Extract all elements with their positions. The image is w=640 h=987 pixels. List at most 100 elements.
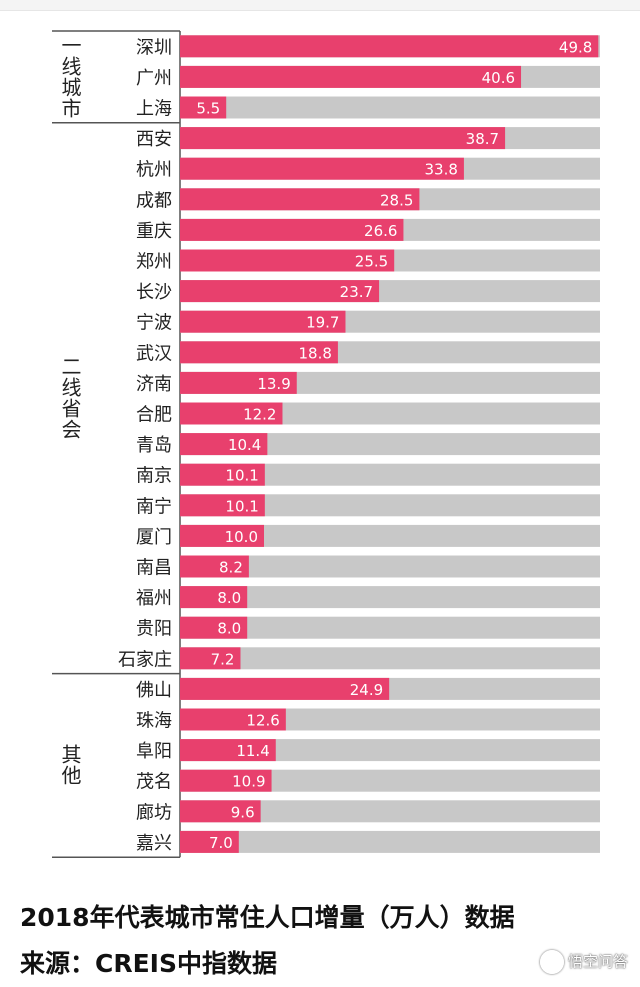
bar-track [180,800,600,823]
bar [180,494,265,517]
category-label: 广州 [136,68,172,89]
bar-value-label: 33.8 [425,161,458,179]
bar-value-label: 13.9 [257,375,290,393]
chart-caption-title: 2018年代表城市常住人口增量（万人）数据 [20,903,515,932]
bar [180,65,522,88]
bar-chart: 49.8 深圳 40.6 广州 5.5 上海 38.7 西安 33.8 杭州 28.5 成都 26.6 重… [52,30,600,858]
bar-value-label: 25.5 [355,253,388,271]
bar [180,280,380,303]
bar-track [180,555,600,578]
category-label: 南京 [136,466,172,487]
bar-value-label: 7.2 [211,650,235,668]
bar-value-label: 40.6 [482,69,515,87]
bar [180,96,227,119]
bar-value-label: 10.9 [232,773,265,791]
bar [180,371,297,394]
bar-value-label: 7.0 [209,834,233,852]
category-label: 福州 [136,588,172,609]
bar [180,647,241,670]
bar-track [180,647,600,670]
bar [180,830,239,853]
bar-value-label: 5.5 [196,100,220,118]
category-label: 杭州 [136,160,172,181]
group-label: 一线城市 [58,34,82,119]
category-label: 济南 [136,374,172,395]
bar-track [180,739,600,762]
status-strip [0,0,640,11]
bar-value-label: 11.4 [236,742,269,760]
category-label: 西安 [136,129,172,150]
watermark-logo-icon [539,950,564,974]
bar-track [180,616,600,639]
category-label: 珠海 [136,711,172,732]
bar [180,463,265,486]
bar [180,249,395,272]
bar-value-label: 38.7 [466,130,499,148]
bar-value-label: 24.9 [350,681,383,699]
category-label: 南宁 [136,496,172,517]
bar-value-label: 10.4 [228,436,261,454]
category-label: 阜阳 [136,741,172,762]
bar-track [180,433,600,456]
bar-value-label: 12.6 [246,712,279,730]
bar-track [180,830,600,853]
bar-value-label: 26.6 [364,222,397,240]
bar [180,127,506,150]
category-label: 廊坊 [136,802,172,823]
bar-value-label: 23.7 [340,283,373,301]
bar-value-label: 8.0 [217,589,241,607]
bar [180,402,283,425]
watermark-text: 悟空问答 [567,952,628,971]
bar-value-label: 9.6 [231,803,255,821]
bar [180,310,346,333]
bar-track [180,402,600,425]
bar-value-label: 10.1 [225,497,258,515]
category-label: 郑州 [136,252,172,273]
category-label: 深圳 [136,37,172,58]
bar-value-label: 28.5 [380,191,413,209]
bar [180,708,286,731]
bar-track [180,586,600,609]
category-label: 石家庄 [118,649,172,670]
bar [180,800,261,823]
bar [180,555,249,578]
bar [180,35,599,58]
bar-track [180,494,600,517]
bar-value-label: 10.0 [225,528,258,546]
group-label: 其他 [58,744,82,787]
bar [180,157,464,180]
bar-value-label: 49.8 [559,38,592,56]
bar [180,433,268,456]
bar-value-label: 18.8 [299,344,332,362]
category-label: 合肥 [136,405,172,426]
bar-value-label: 8.0 [217,620,241,638]
bar [180,586,248,609]
bar-value-label: 19.7 [306,314,339,332]
group-label: 二线省会 [58,356,82,441]
category-label: 厦门 [136,527,172,548]
bar [180,739,276,762]
bar-value-label: 10.1 [225,467,258,485]
bar [180,616,248,639]
bar [180,524,264,547]
bar [180,769,272,792]
chart-caption-source: 来源：CREIS中指数据 [20,949,277,978]
bar-track [180,463,600,486]
category-label: 上海 [136,99,172,120]
bar-value-label: 12.2 [243,406,276,424]
category-label: 宁波 [136,313,172,334]
bar-track [180,96,600,119]
bar-value-label: 8.2 [219,559,243,577]
bar [180,188,420,211]
category-label: 南昌 [136,558,172,579]
bar [180,218,404,241]
bar [180,677,390,700]
category-label: 长沙 [136,282,172,303]
category-label: 贵阳 [136,619,172,640]
category-label: 茂名 [136,772,172,793]
bar-track [180,524,600,547]
category-label: 青岛 [136,435,172,456]
bar [180,341,338,364]
category-label: 武汉 [136,343,172,364]
category-label: 佛山 [136,680,172,701]
